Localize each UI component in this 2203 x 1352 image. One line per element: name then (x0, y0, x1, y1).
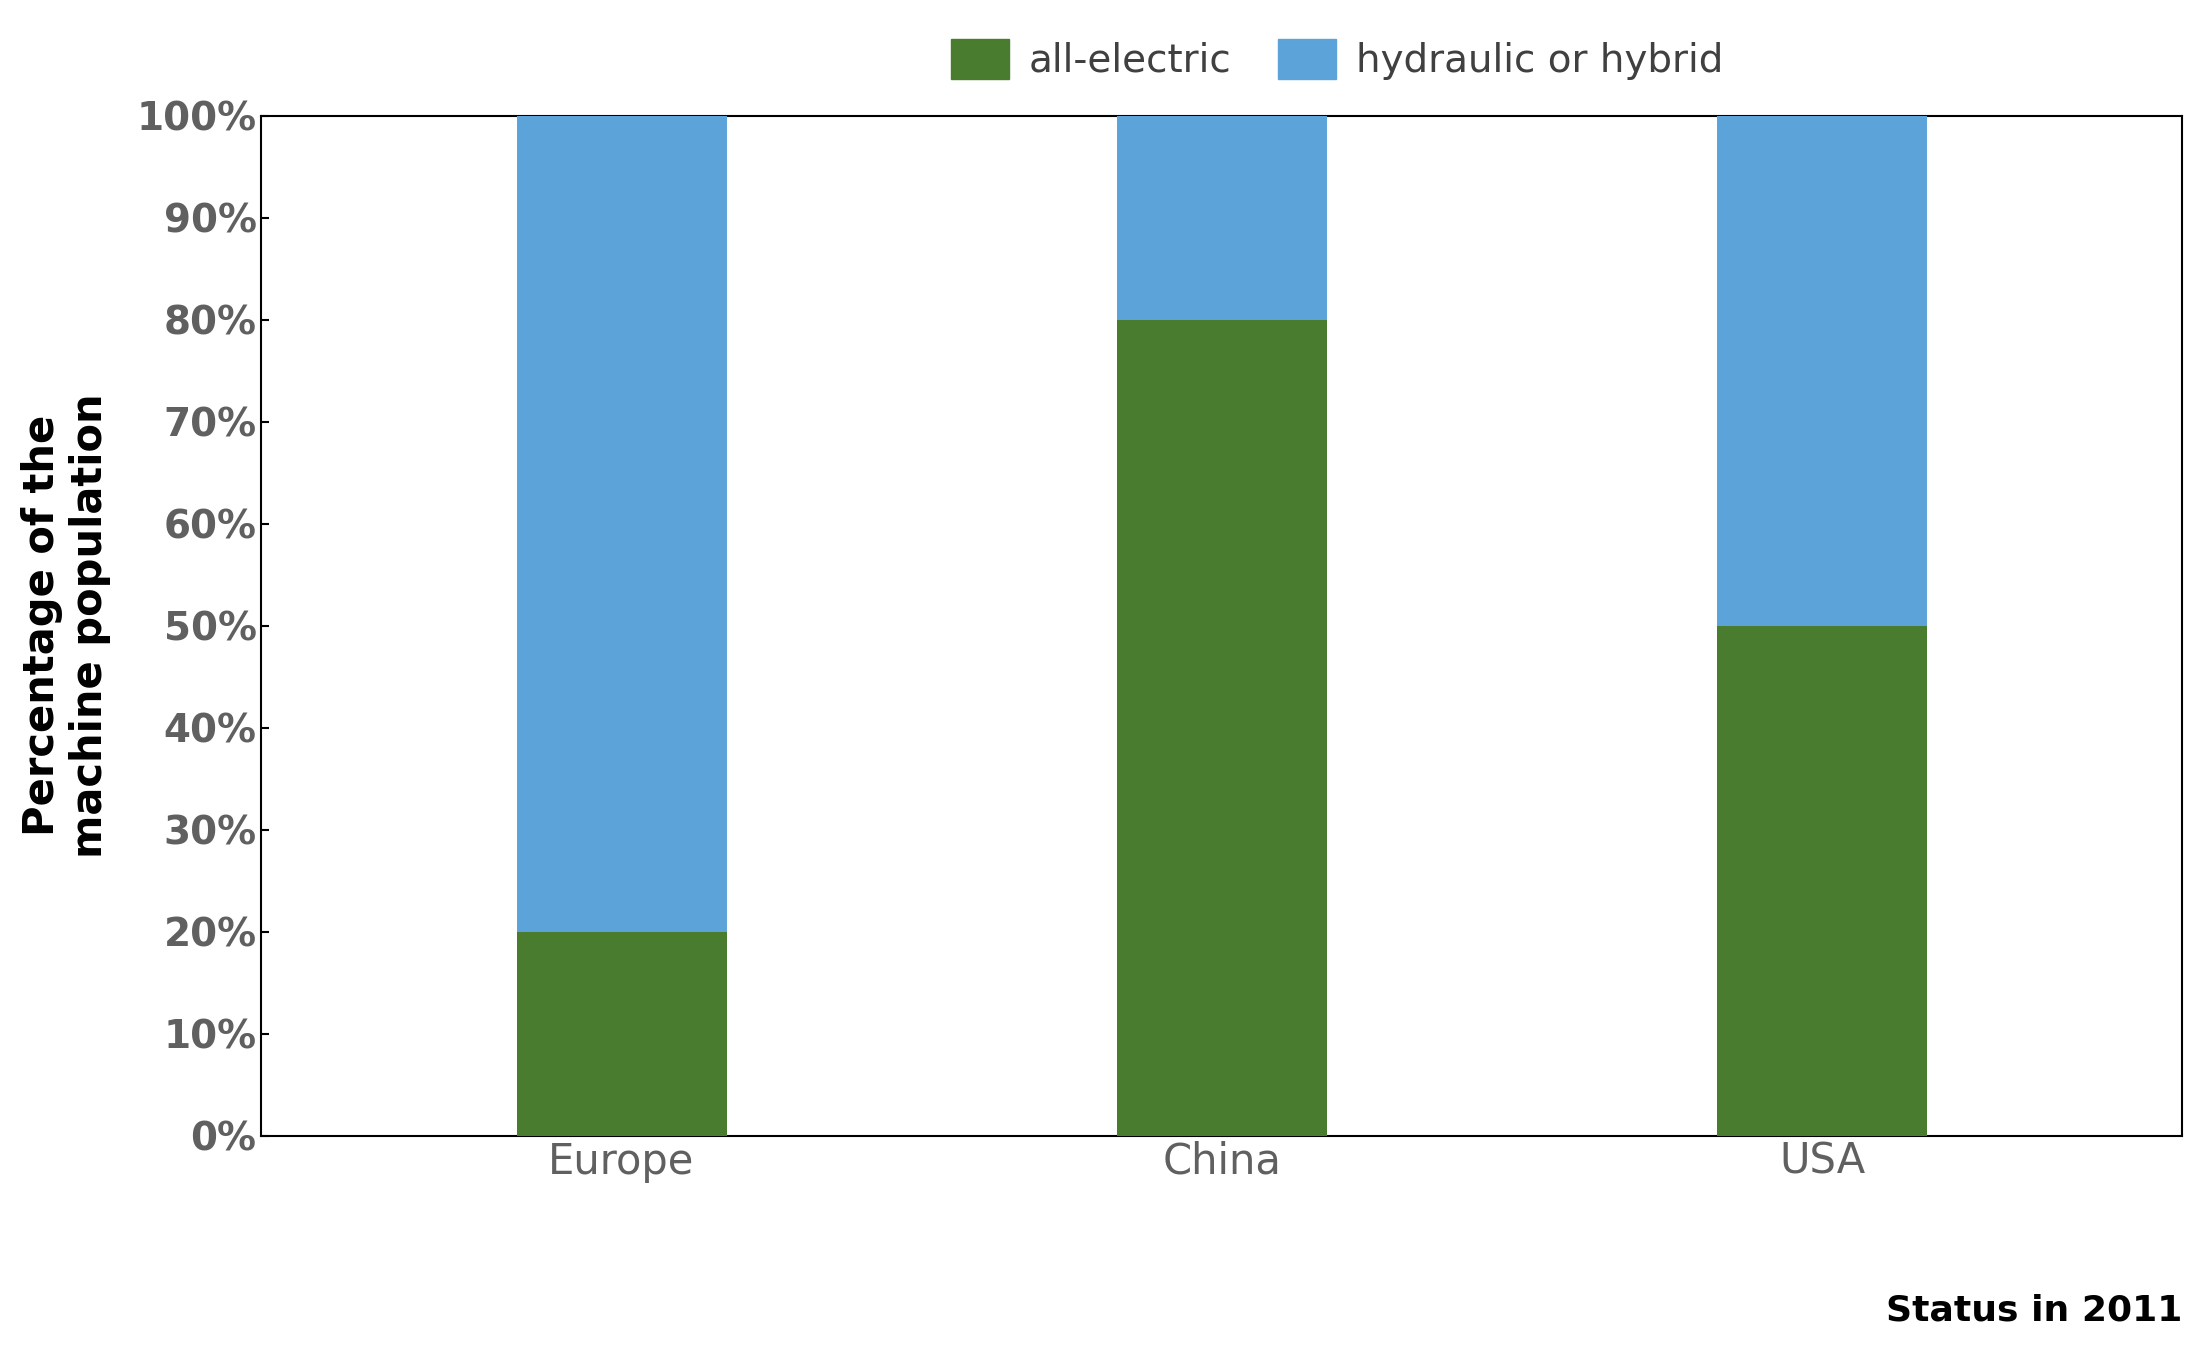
Y-axis label: Percentage of the
machine population: Percentage of the machine population (20, 393, 112, 859)
Legend: all-electric, hydraulic or hybrid: all-electric, hydraulic or hybrid (936, 23, 1738, 96)
Bar (1117, 320, 1326, 1136)
Bar (1716, 626, 1928, 1136)
Bar (516, 932, 727, 1136)
Text: Status in 2011: Status in 2011 (1886, 1294, 2183, 1328)
Bar (516, 116, 727, 932)
Bar (1117, 116, 1326, 320)
Bar (1716, 116, 1928, 626)
